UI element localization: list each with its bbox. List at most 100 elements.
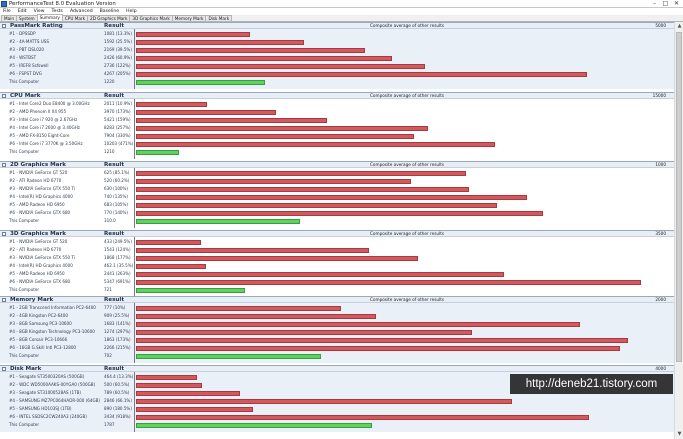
row-name: #4 - 8GB Kingston Technology PC3-10600 xyxy=(9,329,95,334)
scale-max-label: 15000 xyxy=(652,93,666,98)
tab-2d-graphics-mark[interactable]: 2D Graphics Mark xyxy=(87,15,131,21)
chart-caption: Composite average of other results xyxy=(370,162,445,167)
score-bar xyxy=(136,210,543,216)
row-score: 2846 (66.1%) xyxy=(104,398,132,403)
row-name: This Computer xyxy=(9,422,40,427)
result-column-header: Result xyxy=(104,297,125,303)
this-computer-row: This Computer 1220 xyxy=(0,78,674,86)
row-score: 464.4 (13.3%) xyxy=(104,374,134,379)
collapse-toggle-icon[interactable] xyxy=(2,232,6,236)
vertical-scrollbar[interactable]: ▲ ▼ xyxy=(674,22,683,439)
row-score: 1683 (141%) xyxy=(104,321,131,326)
scroll-down-arrow-icon[interactable]: ▼ xyxy=(677,431,682,437)
chart-caption: Composite average of other results xyxy=(370,231,445,236)
result-row: #5 - AMD Radeon HD 6950 683 (105%) xyxy=(0,201,674,209)
menu-help[interactable]: Help xyxy=(126,9,137,14)
collapse-toggle-icon[interactable] xyxy=(2,24,6,28)
result-row: #1 - Seagate ST3500320AS (500GB) 464.4 (1… xyxy=(0,373,674,381)
row-score: 1543 (124%) xyxy=(104,247,131,252)
result-row: #1 - NVIDIA GeForce GT 520 433 (249.5%) xyxy=(0,238,674,246)
row-score: 1868 (177%) xyxy=(104,255,131,260)
close-button[interactable]: ✕ xyxy=(673,0,680,7)
this-computer-row: This Computer 721 xyxy=(0,286,674,294)
row-name: #2 - 4GB Kingston PC2-6400 xyxy=(9,313,68,318)
tab-disk-mark[interactable]: Disk Mark xyxy=(205,15,233,21)
menu-bar: File Edit View Tests Advanced Baseline H… xyxy=(0,8,683,15)
collapse-toggle-icon[interactable] xyxy=(2,94,6,98)
tab-main[interactable]: Main xyxy=(1,15,17,21)
score-bar xyxy=(136,247,369,253)
row-name: #1 - NVIDIA GeForce GT 520 xyxy=(9,239,68,244)
row-name: #1 - Intel Core2 Duo E8400 @ 3.00GHz xyxy=(9,101,90,106)
row-name: #5 - IREF8 Ssfswell xyxy=(9,63,49,68)
result-row: #5 - IREF8 Ssfswell 2736 (122%) xyxy=(0,62,674,70)
score-bar xyxy=(136,313,376,319)
row-score: 7904 (330%) xyxy=(104,133,131,138)
result-row: #3 - 8GB Samsung PC3-10600 1683 (141%) xyxy=(0,320,674,328)
row-name: #2 - ATI Radeon HD 6770 xyxy=(9,178,62,183)
section-memory-mark: Memory Mark Result Composite average of ot… xyxy=(0,296,674,365)
scrollbar-thumb[interactable] xyxy=(676,32,682,362)
minimize-button[interactable]: – xyxy=(653,0,656,7)
result-row: #2 - ATI Radeon HD 6770 1543 (124%) xyxy=(0,246,674,254)
chart-caption: Composite average of other results xyxy=(370,23,445,28)
score-bar xyxy=(136,71,587,77)
row-name: #6 - NVIDIA GeForce GTX 680 xyxy=(9,279,71,284)
row-name: #3 - NVIDIA GeForce GTX 550 Ti xyxy=(9,255,75,260)
result-row: #1 - Intel Core2 Duo E8400 @ 3.00GHz 2011… xyxy=(0,100,674,108)
menu-advanced[interactable]: Advanced xyxy=(69,9,93,14)
maximize-button[interactable]: □ xyxy=(662,0,669,7)
collapse-toggle-icon[interactable] xyxy=(2,367,6,371)
section-header: 3D Graphics Mark Result Composite average … xyxy=(0,230,674,237)
section-title: 2D Graphics Mark xyxy=(10,162,66,168)
row-score: 2169 (39.5%) xyxy=(104,47,132,52)
tab-3d-graphics-mark[interactable]: 3D Graphics Mark xyxy=(129,15,173,21)
section-3d-graphics-mark: 3D Graphics Mark Result Composite average … xyxy=(0,230,674,299)
menu-view[interactable]: View xyxy=(33,9,45,14)
tab-cpu-mark[interactable]: CPU Mark xyxy=(61,15,89,21)
row-name: #2 - WDC WD5000AAKS-00YGA0 (500GB) xyxy=(9,382,96,387)
score-bar xyxy=(136,170,466,176)
window-title: PerformanceTest 8.0 Evaluation Version xyxy=(9,0,116,7)
result-row: #1 - NVIDIA GeForce GT 520 625 (85.1%) xyxy=(0,169,674,177)
title-bar: PerformanceTest 8.0 Evaluation Version –… xyxy=(0,0,683,8)
result-column-header: Result xyxy=(104,162,125,168)
score-bar xyxy=(136,178,411,184)
menu-tests[interactable]: Tests xyxy=(51,9,63,14)
tab-memory-mark[interactable]: Memory Mark xyxy=(171,15,207,21)
score-bar xyxy=(136,125,428,131)
row-name: #6 - 16GB G.Skill Intl PC3-12800 xyxy=(9,345,77,350)
tab-bar: Main System Summary CPU Mark 2D Graphics Mar… xyxy=(0,14,683,22)
scroll-up-arrow-icon[interactable]: ▲ xyxy=(677,23,682,29)
result-row: #4 - Intel Core i7 2600 @ 3.40GHz 8283 (2… xyxy=(0,124,674,132)
row-score: 2441 (263%) xyxy=(104,271,131,276)
row-score: 2011 (10.9%) xyxy=(104,101,132,106)
row-name: This Computer xyxy=(9,287,40,292)
score-bar xyxy=(136,337,628,343)
result-row: #2 - 4A-MATTS USS 1592 (25.5%) xyxy=(0,38,674,46)
result-row: #6 - NVIDIA GeForce GTX 680 5347 (691%) xyxy=(0,278,674,286)
tab-system[interactable]: System xyxy=(16,15,38,21)
row-score: 8283 (257%) xyxy=(104,125,131,130)
collapse-toggle-icon[interactable] xyxy=(2,163,6,167)
tab-summary[interactable]: Summary xyxy=(36,14,63,21)
row-score: 433 (249.5%) xyxy=(104,239,132,244)
collapse-toggle-icon[interactable] xyxy=(2,298,6,302)
scale-max-label: 4000 xyxy=(655,366,666,371)
menu-baseline[interactable]: Baseline xyxy=(99,9,120,14)
result-row: #6 - INTEL SSDSC2CW240A3 (240GB) 3434 (91… xyxy=(0,413,674,421)
result-row: #5 - SAMSUNG HD103SJ (1TB) 890 (180.5%) xyxy=(0,405,674,413)
result-row: #2 - 4GB Kingston PC2-6400 909 (25.5%) xyxy=(0,312,674,320)
row-name: #6 - NVIDIA GeForce GTX 680 xyxy=(9,210,71,215)
menu-file[interactable]: File xyxy=(3,9,11,14)
result-row: #6 - NVIDIA GeForce GTX 680 770 (140%) xyxy=(0,209,674,217)
menu-edit[interactable]: Edit xyxy=(17,9,27,14)
score-bar xyxy=(136,39,305,45)
blog-watermark: http://deneb21.tistory.com xyxy=(510,374,673,394)
result-row: #4 - Intel(R) HD Graphics 4000 462.1 (35.… xyxy=(0,262,674,270)
row-name: #1 - NVIDIA GeForce GT 520 xyxy=(9,170,68,175)
row-score: 1210 xyxy=(104,149,115,154)
result-row: #5 - AMD FX-8150 Eight-Core 7904 (330%) xyxy=(0,132,674,140)
result-row: #4 - WSTBST 2426 (60.9%) xyxy=(0,54,674,62)
row-name: #5 - AMD Radeon HD 6950 xyxy=(9,271,65,276)
